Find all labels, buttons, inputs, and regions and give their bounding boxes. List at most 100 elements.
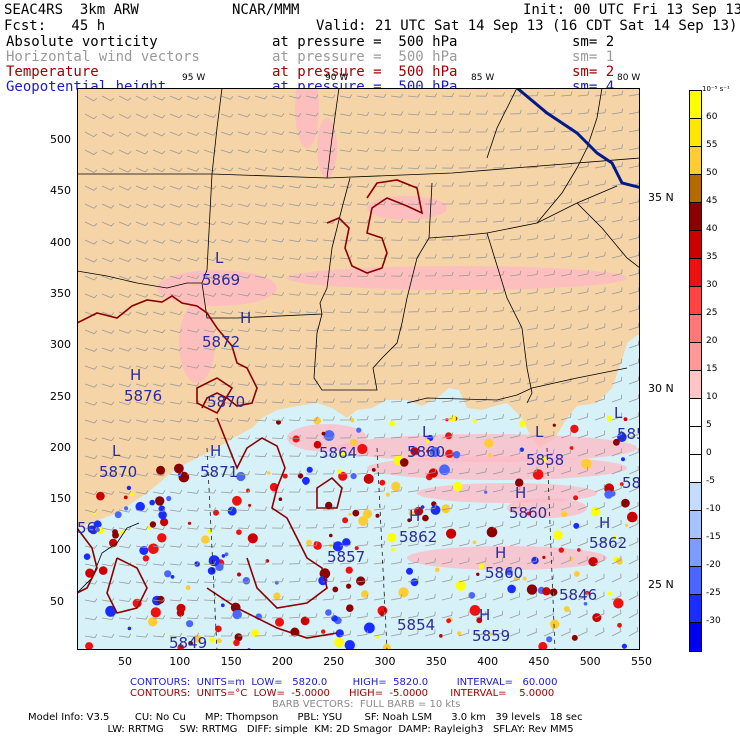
wind-barb	[628, 483, 639, 493]
colorbar-swatch	[690, 370, 701, 399]
wind-barb	[271, 434, 285, 440]
wind-barb	[186, 400, 200, 405]
wind-barb	[169, 185, 183, 190]
convective-cell	[148, 617, 158, 627]
wind-barb	[390, 182, 404, 188]
wind-barb	[305, 309, 319, 314]
convective-cell	[486, 526, 498, 538]
wind-barb	[594, 162, 607, 169]
convective-cell	[375, 513, 380, 518]
wind-barb	[169, 113, 183, 119]
wind-barb	[594, 269, 606, 277]
wind-barb	[373, 326, 386, 331]
wind-barb	[339, 112, 353, 117]
wind-barb	[628, 322, 640, 331]
wind-barb	[84, 383, 98, 388]
wind-barb	[390, 361, 403, 367]
wind-barb	[288, 130, 302, 135]
wind-barb	[458, 360, 471, 367]
wind-barb	[526, 449, 538, 457]
wind-barb	[271, 220, 285, 225]
wind-barb	[118, 526, 132, 531]
wind-barb	[611, 287, 623, 295]
convective-cell	[563, 606, 570, 612]
convective-cell	[488, 453, 493, 458]
wind-barb	[186, 561, 200, 566]
wind-barb	[594, 627, 605, 637]
wind-barb	[220, 203, 234, 208]
wind-barb	[492, 414, 504, 421]
wind-barb	[577, 234, 589, 241]
field-level: at pressure = 500 hPa	[272, 49, 458, 65]
field-smoothing: sm= 2	[572, 34, 615, 50]
wind-barb	[322, 166, 336, 171]
wind-barb	[526, 395, 538, 403]
wind-barb	[339, 94, 353, 99]
wind-barb	[152, 365, 166, 369]
wind-barb	[543, 127, 556, 133]
convective-cell	[174, 463, 184, 474]
height-value-label: 5864	[319, 444, 357, 462]
wind-barb	[118, 383, 132, 388]
wind-barb	[526, 413, 538, 421]
wind-barb	[288, 595, 301, 601]
convective-cell	[489, 632, 493, 636]
wind-barb	[237, 542, 250, 547]
wind-barb	[373, 451, 386, 457]
wind-barb	[169, 615, 183, 620]
wind-barb	[220, 364, 234, 369]
convective-cell	[350, 418, 355, 423]
convective-cell	[85, 642, 94, 650]
wind-barb	[152, 257, 166, 262]
wind-barb	[441, 432, 454, 439]
wind-barb	[135, 615, 149, 620]
wind-barb	[509, 378, 521, 385]
convective-cell	[472, 540, 477, 545]
wind-barb	[357, 362, 369, 367]
wind-barb	[254, 327, 268, 332]
convective-cell	[164, 570, 172, 578]
wind-barb	[186, 95, 200, 101]
wind-barb	[458, 253, 471, 259]
wind-barb	[390, 612, 402, 619]
wind-barb	[373, 147, 387, 152]
wind-barb	[322, 416, 335, 421]
colorbar-level-label: 60	[706, 112, 718, 122]
wind-barb	[220, 274, 234, 279]
wind-barb	[611, 448, 622, 457]
wind-barb	[101, 508, 115, 513]
wind-barb	[509, 610, 520, 619]
wind-barb	[322, 595, 335, 601]
convective-cell	[221, 554, 226, 558]
height-value-label: 5857	[327, 548, 365, 566]
wind-barb	[169, 382, 183, 387]
wind-barb	[628, 376, 639, 385]
wind-barb	[373, 612, 385, 619]
convective-cell	[112, 529, 118, 535]
wind-barb	[577, 323, 589, 331]
wind-barb	[543, 270, 555, 277]
wind-barb	[543, 234, 556, 241]
wind-barb	[526, 324, 538, 331]
wind-barb	[322, 112, 336, 117]
convective-cell	[216, 638, 222, 644]
wind-barb	[237, 614, 250, 619]
x-tick-label: 250	[323, 655, 345, 668]
convective-cell	[132, 598, 142, 608]
convective-cell	[604, 490, 613, 499]
height-value-label: 5860	[485, 564, 523, 582]
wind-barb	[594, 287, 606, 295]
convective-cell	[300, 616, 310, 626]
convective-cell	[453, 481, 463, 492]
convective-cell	[429, 446, 440, 458]
wind-barb	[509, 449, 521, 457]
wind-barb	[305, 362, 319, 368]
wind-barb	[322, 469, 335, 475]
convective-cell	[232, 495, 242, 506]
wind-barb	[492, 396, 504, 403]
convective-cell	[422, 514, 429, 522]
wind-barb	[526, 359, 538, 367]
convective-cell	[135, 501, 145, 512]
wind-barb	[543, 359, 555, 367]
wind-barb	[390, 147, 404, 152]
